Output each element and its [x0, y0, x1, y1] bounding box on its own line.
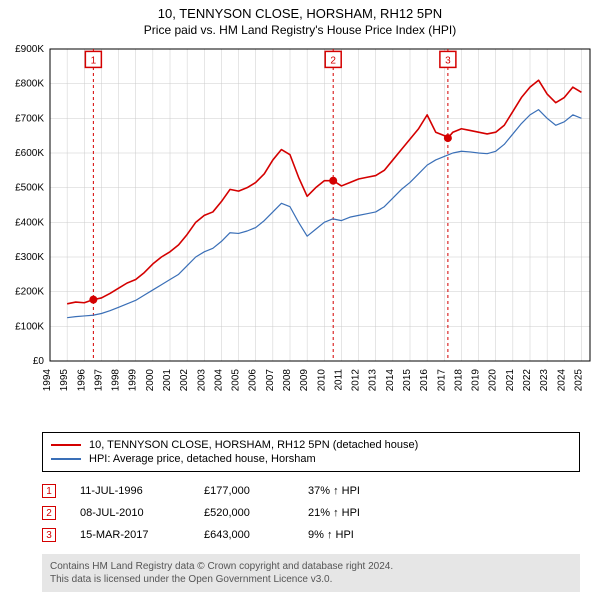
transaction-date: 15-MAR-2017 [80, 529, 180, 541]
svg-text:2011: 2011 [333, 369, 344, 391]
legend-swatch [51, 458, 81, 460]
svg-text:£700K: £700K [15, 113, 44, 124]
footer-attribution: Contains HM Land Registry data © Crown c… [42, 554, 580, 592]
chart-title: 10, TENNYSON CLOSE, HORSHAM, RH12 5PN [0, 0, 600, 21]
svg-text:£200K: £200K [15, 287, 44, 298]
svg-text:2018: 2018 [453, 369, 464, 392]
svg-text:2004: 2004 [213, 369, 224, 392]
legend-row: HPI: Average price, detached house, Hors… [51, 452, 571, 466]
transaction-row: 3 15-MAR-2017 £643,000 9% ↑ HPI [42, 524, 580, 546]
transaction-row: 2 08-JUL-2010 £520,000 21% ↑ HPI [42, 502, 580, 524]
svg-text:2010: 2010 [316, 369, 327, 392]
svg-text:1: 1 [91, 55, 97, 66]
svg-text:2003: 2003 [196, 369, 207, 392]
transaction-price: £177,000 [204, 485, 284, 497]
svg-text:£900K: £900K [15, 44, 44, 55]
svg-text:2014: 2014 [385, 369, 396, 392]
svg-text:2016: 2016 [419, 369, 430, 392]
transaction-date: 08-JUL-2010 [80, 507, 180, 519]
transaction-price: £520,000 [204, 507, 284, 519]
svg-text:1998: 1998 [111, 369, 122, 392]
legend-row: 10, TENNYSON CLOSE, HORSHAM, RH12 5PN (d… [51, 438, 571, 452]
transaction-date: 11-JUL-1996 [80, 485, 180, 497]
transaction-table: 1 11-JUL-1996 £177,000 37% ↑ HPI 2 08-JUL-201… [42, 480, 580, 546]
footer-line-2: This data is licensed under the Open Gov… [50, 573, 572, 586]
svg-text:2023: 2023 [539, 369, 550, 392]
svg-text:£600K: £600K [15, 148, 44, 159]
svg-text:2002: 2002 [179, 369, 190, 392]
svg-text:£300K: £300K [15, 252, 44, 263]
transaction-marker: 1 [42, 484, 56, 498]
svg-text:1994: 1994 [42, 369, 53, 392]
svg-text:2025: 2025 [573, 369, 584, 392]
svg-text:£500K: £500K [15, 183, 44, 194]
svg-text:2012: 2012 [351, 369, 362, 392]
svg-text:2024: 2024 [556, 369, 567, 392]
svg-text:£100K: £100K [15, 321, 44, 332]
legend-label: HPI: Average price, detached house, Hors… [89, 453, 316, 465]
footer-line-1: Contains HM Land Registry data © Crown c… [50, 560, 572, 573]
svg-text:3: 3 [445, 55, 451, 66]
transaction-pct: 9% ↑ HPI [308, 529, 408, 541]
svg-text:1997: 1997 [93, 369, 104, 392]
legend-swatch [51, 444, 81, 446]
transaction-marker: 2 [42, 506, 56, 520]
transaction-pct: 37% ↑ HPI [308, 485, 408, 497]
svg-text:2015: 2015 [402, 369, 413, 392]
svg-text:2019: 2019 [471, 369, 482, 392]
svg-text:1995: 1995 [59, 369, 70, 392]
svg-text:2006: 2006 [248, 369, 259, 392]
svg-text:2017: 2017 [436, 369, 447, 392]
svg-text:2: 2 [330, 55, 336, 66]
legend-label: 10, TENNYSON CLOSE, HORSHAM, RH12 5PN (d… [89, 439, 418, 451]
legend: 10, TENNYSON CLOSE, HORSHAM, RH12 5PN (d… [42, 432, 580, 472]
svg-text:2022: 2022 [522, 369, 533, 392]
transaction-price: £643,000 [204, 529, 284, 541]
svg-text:2000: 2000 [145, 369, 156, 392]
svg-text:2021: 2021 [505, 369, 516, 392]
chart-subtitle: Price paid vs. HM Land Registry's House … [0, 21, 600, 41]
svg-text:1996: 1996 [76, 369, 87, 392]
transaction-row: 1 11-JUL-1996 £177,000 37% ↑ HPI [42, 480, 580, 502]
chart-canvas: £0 £100K £200K £300K £400K £500K £600K £700K £80… [0, 41, 600, 426]
transaction-pct: 21% ↑ HPI [308, 507, 408, 519]
svg-text:£800K: £800K [15, 79, 44, 90]
svg-text:2001: 2001 [162, 369, 173, 392]
svg-text:2020: 2020 [488, 369, 499, 392]
svg-text:2007: 2007 [265, 369, 276, 392]
svg-text:£0: £0 [33, 356, 45, 367]
svg-text:2009: 2009 [299, 369, 310, 392]
svg-text:1999: 1999 [128, 369, 139, 392]
svg-text:2013: 2013 [368, 369, 379, 392]
svg-text:£400K: £400K [15, 217, 44, 228]
svg-text:2008: 2008 [282, 369, 293, 392]
transaction-marker: 3 [42, 528, 56, 542]
svg-text:2005: 2005 [231, 369, 242, 392]
